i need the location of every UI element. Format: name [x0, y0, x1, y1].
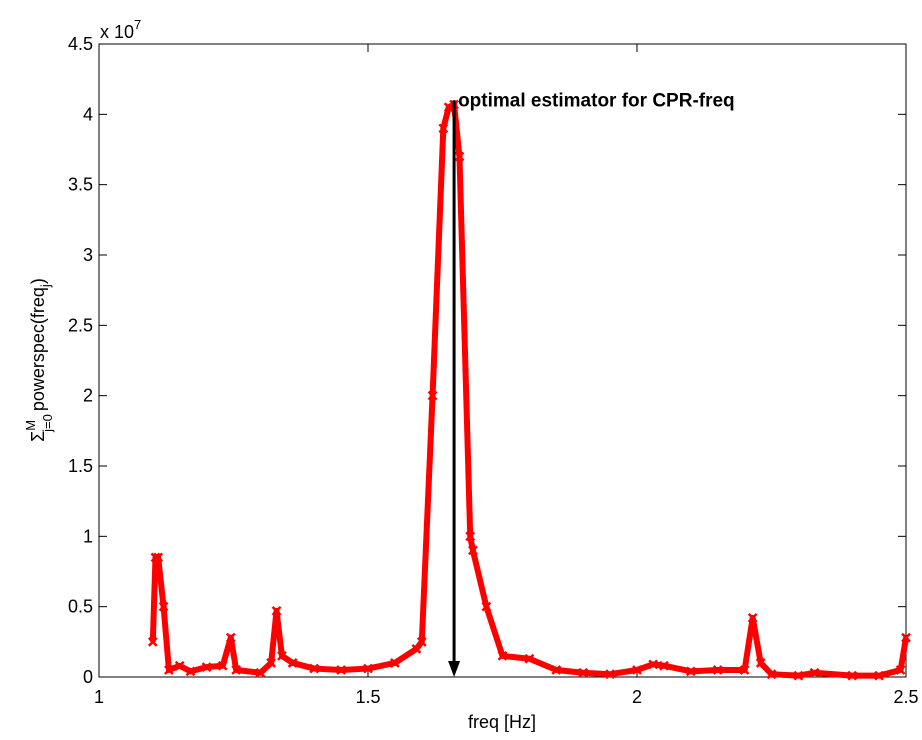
marker	[809, 667, 820, 678]
y-tick-label: 4	[83, 104, 93, 124]
marker	[551, 665, 562, 675]
marker	[766, 669, 777, 680]
marker	[217, 660, 228, 671]
y-multiplier-base: x 10	[100, 22, 134, 42]
marker	[465, 531, 476, 542]
marker	[685, 666, 696, 677]
y-label-sigma: Σ	[28, 431, 48, 442]
marker	[147, 636, 158, 647]
marker	[454, 151, 465, 162]
x-tick-label: 2	[632, 687, 642, 707]
marker	[255, 667, 266, 678]
annotation-text: optimal estimator for CPR-freq	[458, 90, 735, 111]
y-tick-label: 2	[83, 386, 93, 406]
y-tick-label: 0.5	[68, 597, 93, 617]
x-axis-label: freq [Hz]	[468, 712, 536, 732]
y-tick-label: 1	[83, 526, 93, 546]
marker	[895, 665, 906, 675]
marker	[174, 660, 185, 671]
marker	[524, 653, 535, 664]
marker	[153, 552, 164, 563]
marker	[481, 601, 492, 612]
y-tick-label: 4.5	[68, 34, 93, 54]
marker	[266, 658, 277, 668]
marker	[363, 663, 373, 674]
y-label-text-sub: j	[38, 284, 53, 288]
y-tick-label: 0	[83, 667, 93, 687]
marker	[578, 667, 589, 678]
y-multiplier: x 107	[100, 17, 141, 42]
marker	[793, 670, 804, 681]
marker	[201, 662, 212, 673]
y-label-close: )	[28, 278, 48, 284]
marker	[739, 665, 750, 675]
x-tick-label: 1	[94, 687, 104, 707]
marker	[901, 632, 911, 643]
marker	[497, 651, 508, 661]
marker	[231, 665, 242, 675]
y-multiplier-exponent: 7	[134, 17, 141, 32]
plot-box	[98, 43, 907, 678]
x-tick-label: 2.5	[893, 687, 918, 707]
y-axis-label: ΣM j=0 powerspec(freqj)	[23, 278, 55, 442]
y-label-sup: M	[23, 420, 38, 431]
marker	[712, 665, 723, 675]
marker	[309, 663, 320, 674]
marker	[468, 545, 478, 556]
marker	[158, 601, 169, 612]
marker	[632, 665, 642, 675]
marker	[185, 666, 196, 677]
marker	[755, 658, 766, 668]
x-tick-label: 1.5	[355, 687, 380, 707]
annotation-arrowhead	[448, 661, 461, 677]
y-label-sub: j=0	[40, 414, 55, 433]
marker	[277, 651, 287, 661]
marker	[438, 123, 449, 134]
marker	[659, 660, 669, 671]
marker	[427, 390, 438, 401]
marker	[164, 665, 174, 675]
marker	[648, 659, 659, 670]
y-tick-label: 3	[83, 245, 93, 265]
marker	[847, 670, 858, 681]
marker	[443, 102, 454, 113]
marker	[336, 665, 346, 675]
marker	[416, 636, 427, 647]
marker	[225, 632, 236, 643]
marker	[287, 658, 298, 668]
y-label-text: powerspec(freq	[28, 287, 48, 411]
marker	[150, 552, 161, 563]
y-tick-label: 1.5	[68, 456, 93, 476]
marker	[874, 670, 884, 681]
marker	[747, 613, 758, 623]
marker	[271, 606, 282, 616]
marker	[390, 658, 400, 668]
y-tick-label: 2.5	[68, 315, 93, 335]
marker	[605, 669, 615, 680]
y-tick-label: 3.5	[68, 175, 93, 195]
